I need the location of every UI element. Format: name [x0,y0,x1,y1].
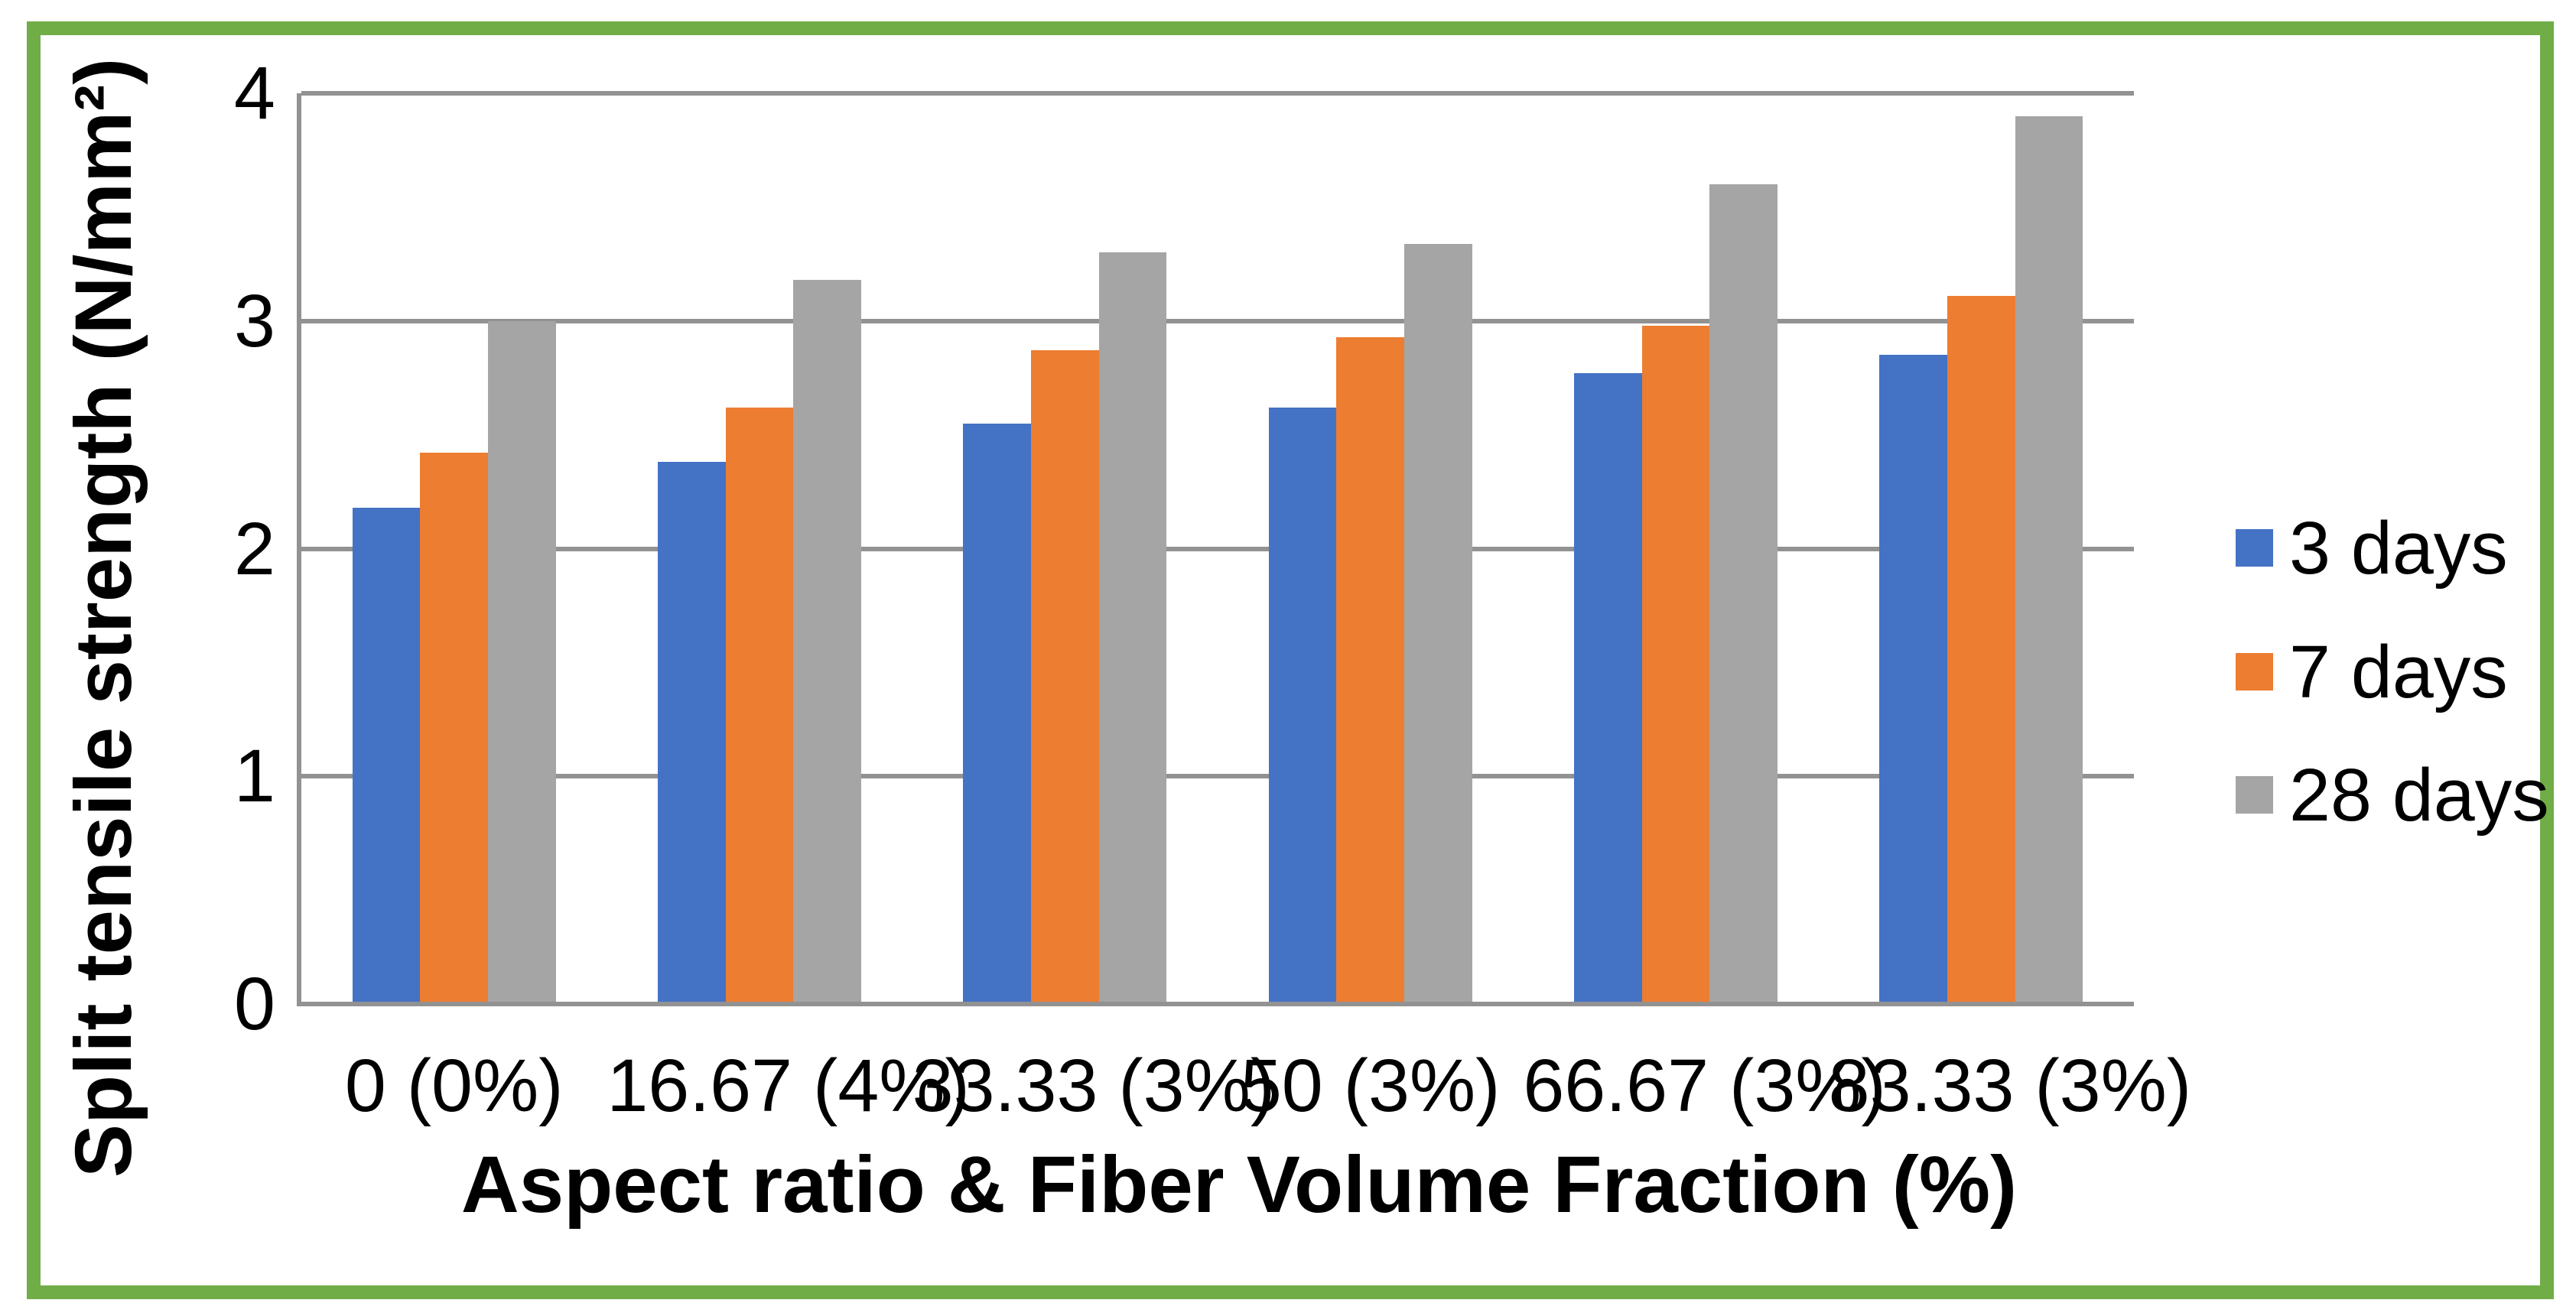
y-tick-label: 0 [234,962,275,1045]
bar [488,320,556,1004]
y-tick-label: 3 [234,278,275,362]
bar [352,507,421,1004]
bar [1030,350,1099,1004]
bar [963,423,1031,1004]
bar [420,453,489,1004]
x-category-label: 16.67 (4%) [607,1044,970,1127]
bar [725,407,794,1004]
legend-swatch [2236,653,2273,690]
legend-swatch [2236,776,2273,814]
bar [1268,407,1337,1004]
bar [1404,243,1472,1004]
y-tick-label: 4 [234,51,275,135]
gridline-y1 [301,774,2134,779]
gridline-y0 [301,1002,2134,1006]
x-axis-title: Aspect ratio & Fiber Volume Fraction (%) [460,1140,2018,1230]
x-category-label: 66.67 (3%) [1523,1044,1886,1127]
bar [1336,336,1405,1004]
y-axis-line [297,93,301,1006]
gridline-y4 [301,91,2134,96]
bar [657,462,726,1004]
x-category-label: 33.33 (3%) [912,1044,1276,1127]
y-tick-label: 2 [234,506,275,590]
bar [1098,252,1167,1004]
bar [1879,355,1947,1004]
bar [793,280,862,1004]
gridline-y2 [301,546,2134,551]
bar [1709,184,1778,1004]
x-category-label: 83.33 (3%) [1828,1044,2192,1127]
figure-border [27,21,2554,1299]
legend-label: 7 days [2289,630,2508,713]
legend-swatch [2236,529,2273,567]
bar [2015,115,2083,1004]
legend-label: 3 days [2289,506,2508,590]
bar [1573,373,1642,1004]
x-category-label: 0 (0%) [344,1044,564,1127]
bar [1947,295,2015,1004]
legend-label: 28 days [2289,753,2549,837]
y-tick-label: 1 [234,734,275,818]
x-category-label: 50 (3%) [1240,1044,1501,1127]
bar [1641,325,1710,1004]
gridline-y3 [301,318,2134,323]
